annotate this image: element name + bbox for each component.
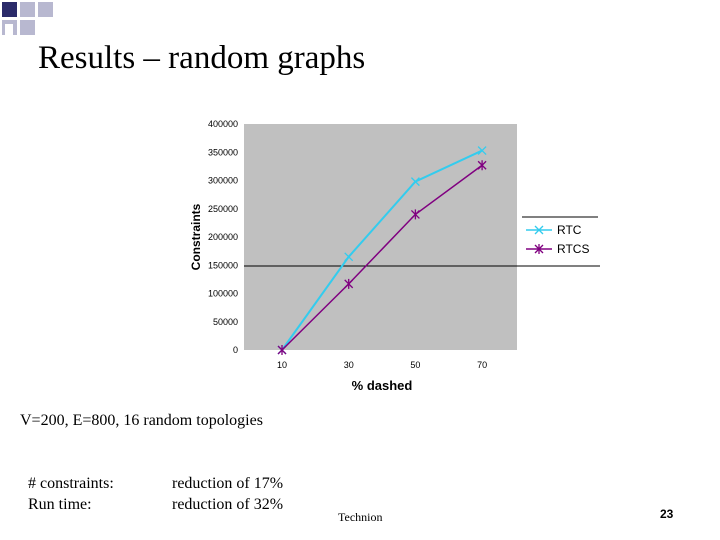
y-tick-label: 150000 xyxy=(208,260,238,270)
data-point-rtcs xyxy=(410,209,420,220)
y-tick-label: 0 xyxy=(233,345,238,355)
x-tick-label: 70 xyxy=(477,360,487,370)
legend-marker-rtc xyxy=(534,225,544,235)
series-line-rtcs xyxy=(281,164,483,351)
stat-label-runtime: Run time: xyxy=(28,496,92,513)
decoration-square xyxy=(5,24,13,36)
decoration-square xyxy=(2,2,17,17)
x-tick-label: 50 xyxy=(410,360,420,370)
plot-area xyxy=(244,124,517,350)
data-point-rtc xyxy=(477,146,487,156)
experiment-description: V=200, E=800, 16 random topologies xyxy=(20,412,263,429)
data-point-rtcs xyxy=(344,278,354,289)
x-axis-label: % dashed xyxy=(352,378,413,393)
stat-value-constraints: reduction of 17% xyxy=(172,475,284,492)
data-point-rtc xyxy=(344,252,354,262)
legend-label-rtc: RTC xyxy=(557,223,582,237)
y-tick-label: 300000 xyxy=(208,176,238,186)
data-point-rtcs xyxy=(477,160,487,171)
data-point-rtcs xyxy=(277,345,287,355)
y-tick-label: 250000 xyxy=(208,204,238,214)
decoration-square xyxy=(20,20,35,35)
slide-title: Results – random graphs xyxy=(38,40,366,76)
decoration-square xyxy=(38,2,53,17)
y-axis-label: Constraints xyxy=(189,203,203,270)
legend-marker-rtcs xyxy=(534,244,544,254)
y-tick-label: 200000 xyxy=(208,232,238,242)
data-point-rtc xyxy=(410,177,420,187)
y-tick-label: 50000 xyxy=(213,317,238,327)
legend-label-rtcs: RTCS xyxy=(557,242,589,256)
line-chart: Constraints % dashed 0 50000 100000 150000 2… xyxy=(189,119,600,393)
decoration-square xyxy=(20,2,35,17)
x-tick-label: 10 xyxy=(277,360,287,370)
corner-decoration xyxy=(2,2,53,36)
series-line-rtc xyxy=(281,149,483,351)
stat-label-constraints: # constraints: xyxy=(28,475,114,492)
y-tick-label: 350000 xyxy=(208,147,238,157)
y-tick-label: 400000 xyxy=(208,119,238,129)
stat-value-runtime: reduction of 32% xyxy=(172,496,284,513)
footer-text: Technion xyxy=(338,510,383,524)
x-tick-label: 30 xyxy=(344,360,354,370)
page-number: 23 xyxy=(660,507,674,521)
y-tick-label: 100000 xyxy=(208,289,238,299)
